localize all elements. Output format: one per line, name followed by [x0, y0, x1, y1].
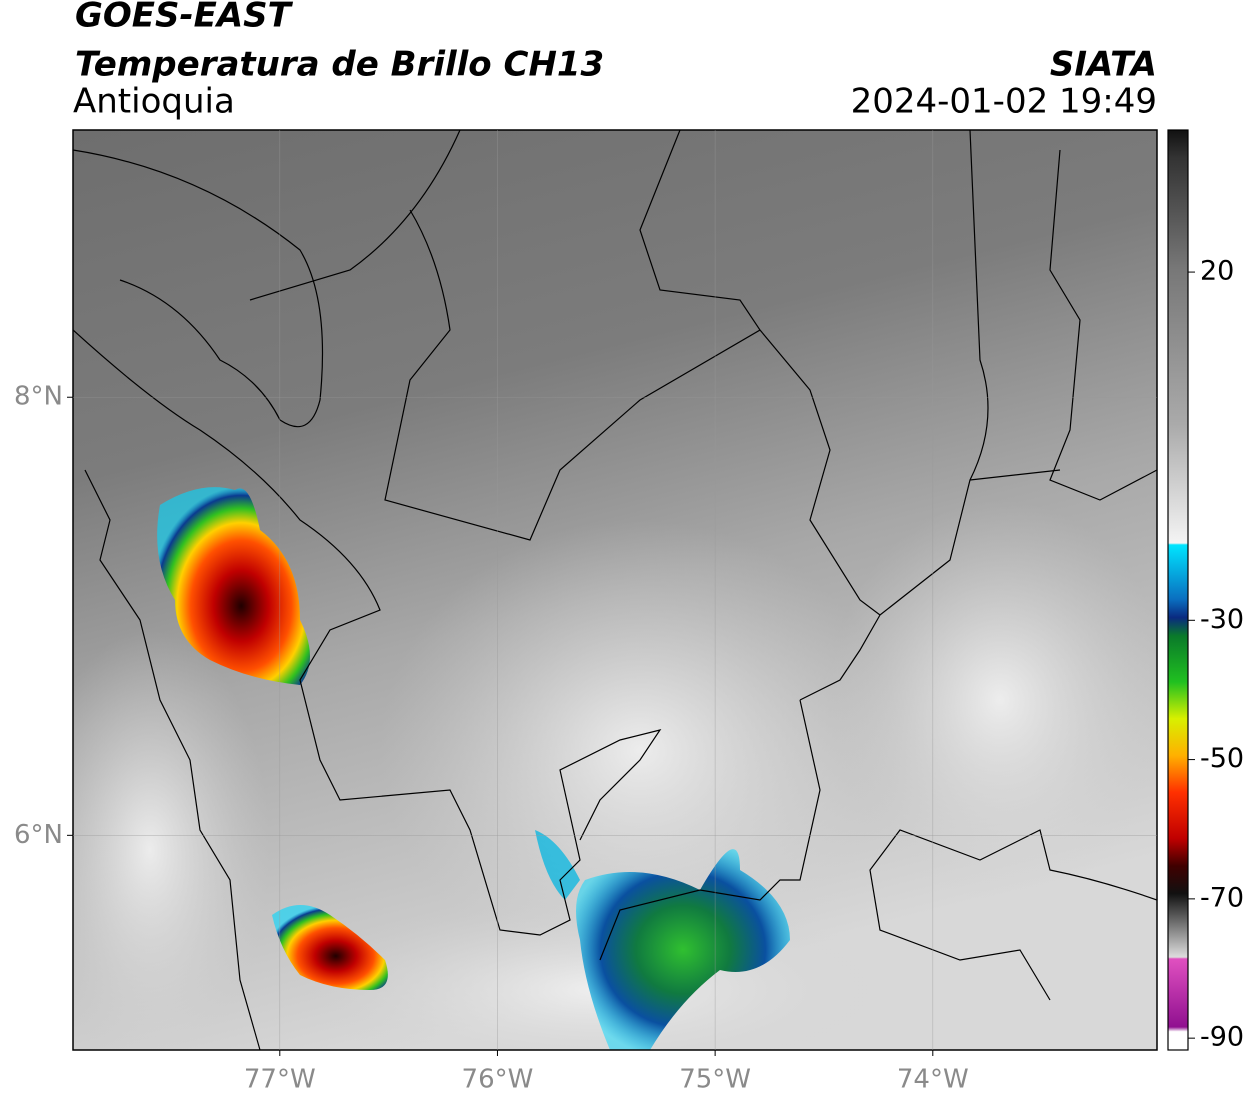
y-tick-label: 8°N [14, 382, 63, 412]
cloud [380, 520, 900, 980]
cloud [830, 500, 1157, 900]
coastline [84, 469, 261, 1050]
subtitle: Temperatura de Brillo CH13 [75, 45, 604, 85]
cloud [73, 630, 270, 1050]
source: SIATA [1050, 45, 1157, 85]
y-tick-label: 6°N [14, 820, 63, 850]
cold-cloud [535, 830, 580, 900]
colorbar-tick-label: -50 [1200, 743, 1244, 774]
colorbar-tick-label: -70 [1200, 882, 1244, 913]
title: GOES-EAST [75, 0, 294, 36]
region: Antioquia [73, 82, 235, 122]
datetime: 2024-01-02 19:49 [851, 82, 1157, 122]
storm [157, 487, 310, 685]
map-frame [72, 129, 1158, 1051]
storm [272, 905, 388, 990]
map-image [73, 130, 1157, 1050]
x-tick-label: 76°W [462, 1065, 534, 1095]
colorbar-tick-label: -30 [1200, 604, 1244, 635]
colorbar [1167, 129, 1189, 1051]
colorbar-tick-label: -90 [1200, 1022, 1244, 1053]
x-tick-label: 75°W [679, 1065, 751, 1095]
colorbar-tick-label: 20 [1200, 256, 1234, 287]
admin-borders [73, 130, 1157, 1001]
x-tick-label: 74°W [897, 1065, 969, 1095]
x-tick-label: 77°W [244, 1065, 316, 1095]
cold-cloud [576, 849, 790, 1050]
